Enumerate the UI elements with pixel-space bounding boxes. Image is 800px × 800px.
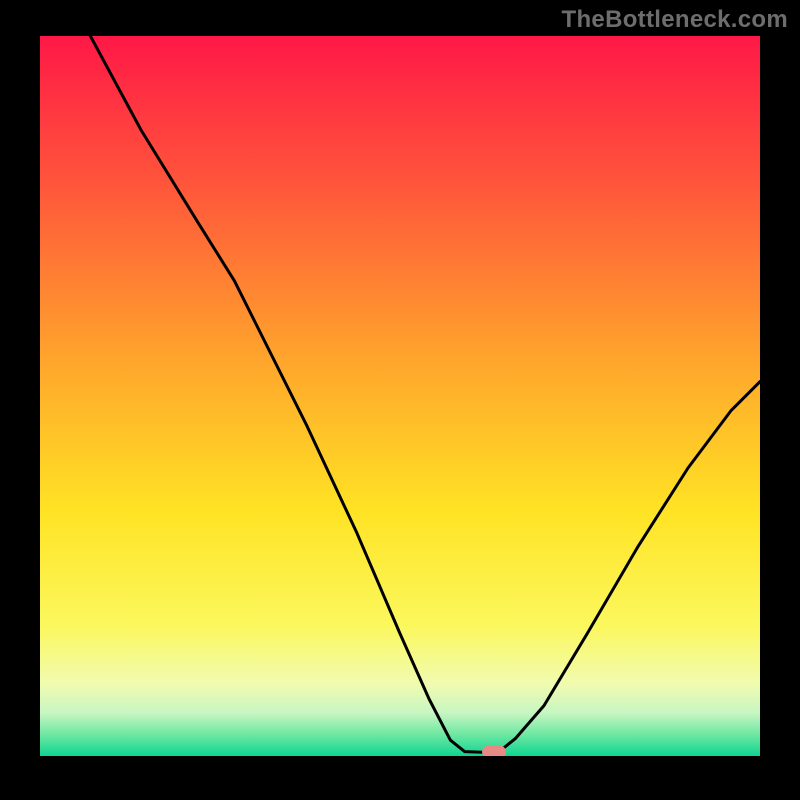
bottleneck-curve-svg [40, 36, 760, 756]
target-marker [482, 746, 506, 756]
watermark-text: TheBottleneck.com [562, 6, 788, 34]
chart-container: TheBottleneck.com [0, 0, 800, 800]
bottleneck-curve [90, 36, 760, 752]
plot-area [40, 36, 760, 756]
